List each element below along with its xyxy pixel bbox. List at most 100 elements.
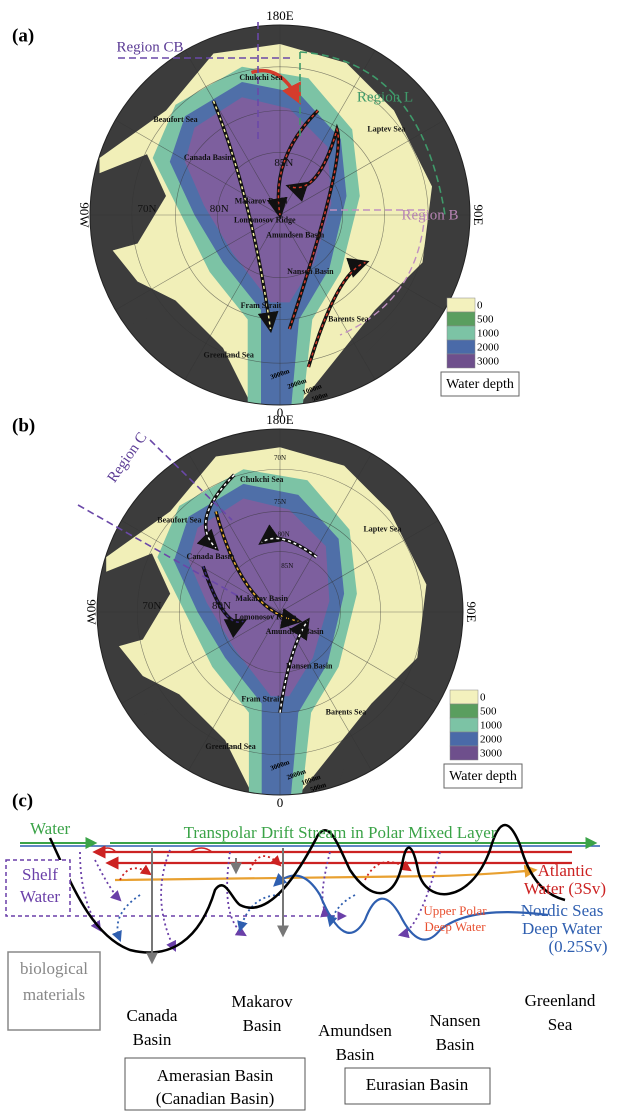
shelf-label: Shelf bbox=[22, 865, 58, 884]
shelf-label: Water bbox=[20, 887, 60, 906]
basin-label: Makarov bbox=[231, 992, 293, 1011]
place-label: Chukchi Sea bbox=[239, 73, 282, 82]
flow-line bbox=[275, 876, 548, 940]
place-label: Canada Basin bbox=[187, 552, 235, 561]
region-label: Region C bbox=[105, 430, 151, 486]
place-label: Fram Strait bbox=[241, 301, 282, 310]
flow-line bbox=[120, 868, 150, 880]
group-label: Eurasian Basin bbox=[366, 1075, 469, 1094]
legend-label: 0 bbox=[477, 300, 483, 312]
legend-swatch bbox=[447, 354, 475, 368]
latitude-label: 75N bbox=[274, 498, 286, 506]
place-label: Barents Sea bbox=[328, 314, 369, 323]
bio-label: materials bbox=[23, 985, 85, 1004]
legend-swatch bbox=[447, 312, 475, 326]
place-label: Nansen Basin bbox=[286, 662, 333, 671]
legend-label: 2000 bbox=[477, 342, 500, 354]
legend-title: Water depth bbox=[446, 377, 514, 392]
latitude-label: 80N bbox=[278, 531, 290, 539]
latitude-label: 80N bbox=[210, 203, 229, 215]
meridian-label: 90E bbox=[471, 205, 486, 226]
legend-swatch bbox=[450, 718, 478, 732]
group-label: Amerasian Basin bbox=[157, 1066, 274, 1085]
water-label: Water bbox=[30, 819, 70, 838]
region-label: Region L bbox=[357, 89, 413, 105]
place-label: Lomonosov Ridge bbox=[235, 612, 297, 621]
nordic-label: (0.25Sv) bbox=[548, 937, 607, 956]
basin-label: Sea bbox=[548, 1015, 573, 1034]
legend-label: 0 bbox=[480, 692, 486, 704]
nordic-label: Nordic Seas bbox=[521, 901, 604, 920]
latitude-label: 70N bbox=[274, 454, 286, 462]
latitude-label: 85N bbox=[281, 562, 293, 570]
legend-swatch bbox=[447, 340, 475, 354]
legend-title: Water depth bbox=[449, 769, 517, 784]
legend-label: 1000 bbox=[477, 328, 500, 340]
region-label: Region B bbox=[401, 207, 458, 223]
latitude-label: 70N bbox=[138, 203, 157, 215]
upper-polar-label: Upper Polar bbox=[423, 903, 487, 918]
panel-label: (a) bbox=[12, 25, 34, 46]
place-label: Amundsen Basin bbox=[266, 231, 325, 240]
place-label: Fram Strait bbox=[241, 695, 282, 704]
place-label: Beaufort Sea bbox=[157, 515, 201, 524]
place-label: Laptev Sea bbox=[367, 124, 405, 133]
legend-label: 3000 bbox=[480, 748, 503, 760]
meridian-label: 90E bbox=[464, 602, 479, 623]
bio-label: biological bbox=[20, 959, 88, 978]
flow-line bbox=[80, 852, 100, 930]
panel-label: (c) bbox=[12, 790, 33, 811]
legend-swatch bbox=[450, 746, 478, 760]
meridian-label: 0 bbox=[277, 795, 284, 810]
nordic-label: Deep Water bbox=[522, 919, 602, 938]
place-label: Greenland Sea bbox=[205, 742, 255, 751]
legend-swatch bbox=[450, 690, 478, 704]
place-label: Nansen Basin bbox=[287, 267, 334, 276]
region-label: Region CB bbox=[116, 39, 183, 55]
legend-swatch bbox=[447, 326, 475, 340]
place-label: Canada Basin bbox=[184, 153, 232, 162]
place-label: Greenland Sea bbox=[204, 350, 254, 359]
basin-label: Basin bbox=[436, 1035, 475, 1054]
basin-label: Basin bbox=[133, 1030, 172, 1049]
flow-line bbox=[161, 850, 175, 950]
flow-line bbox=[240, 895, 280, 930]
meridian-label: 180E bbox=[266, 412, 294, 427]
legend-swatch bbox=[447, 298, 475, 312]
place-label: Amundsen Basin bbox=[266, 627, 325, 636]
place-label: Makarov Basin bbox=[235, 594, 288, 603]
legend-label: 500 bbox=[480, 706, 497, 718]
basin-label: Basin bbox=[336, 1045, 375, 1064]
panel-label: (b) bbox=[12, 415, 35, 436]
place-label: Beaufort Sea bbox=[153, 115, 197, 124]
flow-line bbox=[50, 825, 565, 953]
legend-label: 500 bbox=[477, 314, 494, 326]
basin-label: Nansen bbox=[430, 1011, 481, 1030]
latitude-label: 85N bbox=[274, 157, 293, 169]
atlantic-label: Atlantic bbox=[538, 861, 593, 880]
drift-label: Transpolar Drift Stream in Polar Mixed L… bbox=[184, 823, 497, 842]
place-label: Makarov Basin bbox=[235, 197, 288, 206]
place-label: Chukchi Sea bbox=[240, 475, 283, 484]
place-label: Lomonosov Ridge bbox=[234, 216, 296, 225]
legend-label: 1000 bbox=[480, 720, 503, 732]
upper-polar-label: Deep Water bbox=[424, 919, 486, 934]
atlantic-label: Water (3Sv) bbox=[524, 879, 606, 898]
meridian-label: 90W bbox=[84, 599, 99, 625]
latitude-label: 70N bbox=[142, 600, 161, 612]
meridian-label: 90W bbox=[77, 202, 92, 228]
legend-label: 3000 bbox=[477, 356, 500, 368]
latitude-label: 80N bbox=[212, 600, 231, 612]
legend-label: 2000 bbox=[480, 734, 503, 746]
legend-swatch bbox=[450, 732, 478, 746]
basin-label: Basin bbox=[243, 1016, 282, 1035]
group-label: (Canadian Basin) bbox=[156, 1089, 275, 1108]
legend-swatch bbox=[450, 704, 478, 718]
basin-label: Amundsen bbox=[318, 1021, 392, 1040]
figure: (a) 180E 0 90W 90E Region CB Region L Region B C… bbox=[0, 0, 630, 1111]
flow-line bbox=[118, 895, 141, 940]
place-label: Laptev Sea bbox=[363, 524, 401, 533]
place-label: Barents Sea bbox=[326, 707, 367, 716]
meridian-label: 180E bbox=[266, 8, 294, 23]
basin-label: Canada bbox=[127, 1006, 178, 1025]
